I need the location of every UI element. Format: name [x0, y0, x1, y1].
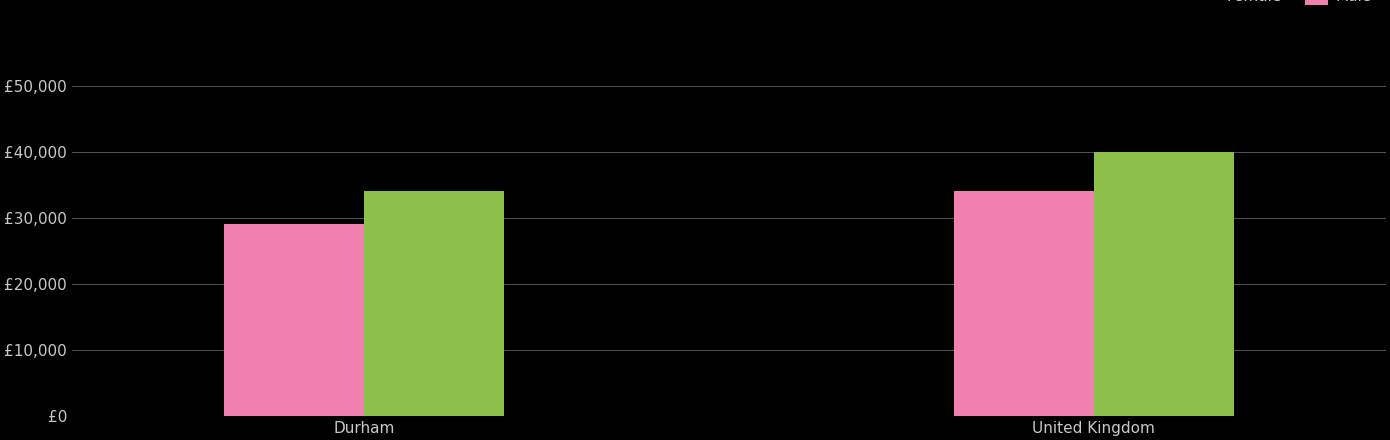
Bar: [364, 191, 505, 416]
Legend: Female, Male: Female, Male: [1190, 0, 1379, 11]
Bar: [224, 224, 364, 416]
Bar: [1094, 152, 1234, 416]
Bar: [954, 191, 1094, 416]
